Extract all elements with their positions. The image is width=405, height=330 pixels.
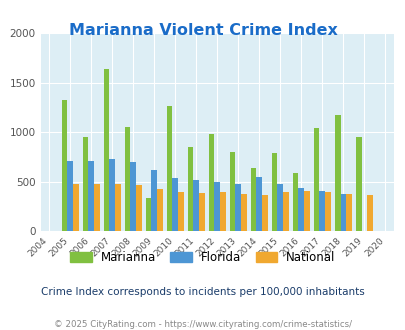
Bar: [94, 184, 99, 231]
Bar: [214, 182, 220, 231]
Bar: [271, 153, 277, 231]
Bar: [136, 185, 141, 231]
Bar: [166, 106, 172, 231]
Bar: [355, 137, 361, 231]
Bar: [229, 152, 235, 231]
Bar: [124, 127, 130, 231]
Bar: [82, 137, 88, 231]
Bar: [115, 184, 120, 231]
Bar: [277, 184, 282, 231]
Bar: [208, 135, 214, 231]
Bar: [67, 161, 72, 231]
Bar: [145, 198, 151, 231]
Bar: [292, 173, 298, 231]
Bar: [172, 178, 177, 231]
Bar: [324, 192, 330, 231]
Text: Crime Index corresponds to incidents per 100,000 inhabitants: Crime Index corresponds to incidents per…: [41, 287, 364, 297]
Legend: Marianna, Florida, National: Marianna, Florida, National: [67, 248, 338, 267]
Bar: [345, 194, 351, 231]
Bar: [282, 192, 288, 231]
Text: © 2025 CityRating.com - https://www.cityrating.com/crime-statistics/: © 2025 CityRating.com - https://www.city…: [54, 320, 351, 329]
Bar: [177, 192, 183, 231]
Bar: [198, 193, 204, 231]
Bar: [187, 147, 193, 231]
Bar: [193, 180, 198, 231]
Bar: [220, 192, 225, 231]
Bar: [256, 177, 262, 231]
Bar: [88, 161, 94, 231]
Bar: [340, 194, 345, 231]
Bar: [250, 168, 256, 231]
Bar: [72, 184, 78, 231]
Bar: [334, 115, 340, 231]
Bar: [298, 188, 303, 231]
Bar: [313, 128, 319, 231]
Bar: [103, 69, 109, 231]
Bar: [366, 195, 372, 231]
Text: Marianna Violent Crime Index: Marianna Violent Crime Index: [68, 23, 337, 38]
Bar: [157, 189, 162, 231]
Bar: [319, 191, 324, 231]
Bar: [303, 191, 309, 231]
Bar: [241, 194, 246, 231]
Bar: [130, 162, 136, 231]
Bar: [235, 184, 241, 231]
Bar: [262, 195, 267, 231]
Bar: [62, 100, 67, 231]
Bar: [151, 170, 157, 231]
Bar: [109, 159, 115, 231]
